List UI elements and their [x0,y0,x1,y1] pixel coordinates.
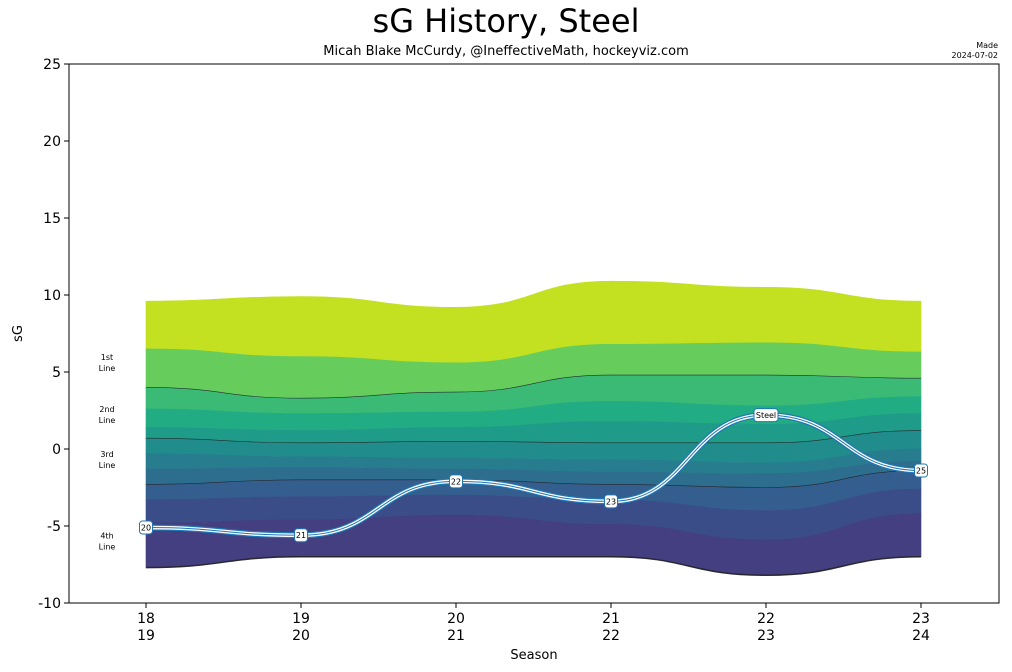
y-tick-label: 10 [43,288,61,304]
x-tick-label-bottom: 19 [137,628,155,644]
point-label: 25 [916,467,926,476]
line-separator-4 [145,556,922,577]
axes-layer: -10-50510152025181919202021212222232324S… [11,57,930,663]
x-tick-label-top: 18 [137,611,155,627]
x-tick-label-top: 19 [292,611,310,627]
made-stamp: Made 2024-07-02 [952,41,999,61]
y-tick-label: 15 [43,211,61,227]
y-tick-label: -10 [38,596,61,612]
line-separator-2 [145,430,922,444]
point-label: Steel [756,411,776,420]
chart-subtitle: Micah Blake McCurdy, @IneffectiveMath, h… [323,44,689,59]
made-date: 2024-07-02 [951,51,999,60]
point-label-box [604,494,618,509]
line-separator-3 [145,470,922,488]
x-tick-label-top: 22 [757,611,775,627]
separator-layer [145,374,922,577]
chart-title: sG History, Steel [372,2,640,40]
point-label: 22 [451,477,461,486]
line-group-label-1: Line [99,364,116,373]
x-tick-label-bottom: 20 [292,628,310,644]
line-group-label-4: 4th [100,531,113,540]
point-label: 20 [141,524,151,533]
y-tick-label: 5 [52,365,61,381]
line-group-label-3: 3rd [100,450,113,459]
point-label-box [449,474,463,489]
y-axis-label: sG [11,325,26,342]
label-layer: 20 21 22 23 Steel 25 1st Line 2nd Line 3rd Line 4th L… [99,353,928,551]
x-tick-label-top: 21 [602,611,620,627]
line-group-label-2: 2nd [99,405,114,414]
x-tick-label-top: 20 [447,611,465,627]
band-layer [145,280,922,576]
y-tick-label: 20 [43,134,61,150]
point-label-box [753,408,779,423]
line-group-label-2: Line [99,416,116,425]
point-label-box [294,528,308,543]
y-tick-label: 0 [52,442,61,458]
point-label-box [914,463,928,478]
line-group-label-4: Line [99,542,116,551]
line-group-label-1: 1st [101,353,113,362]
x-axis-label: Season [510,648,557,663]
x-tick-label-top: 23 [912,611,930,627]
point-label: 23 [606,497,616,506]
point-label-box [139,520,153,535]
y-tick-label: 25 [43,57,61,73]
y-tick-label: -5 [47,519,61,535]
line-group-label-3: Line [99,461,116,470]
made-label: Made [976,41,998,50]
point-label: 21 [296,531,306,540]
x-tick-label-bottom: 21 [447,628,465,644]
x-tick-label-bottom: 23 [757,628,775,644]
x-tick-label-bottom: 24 [912,628,930,644]
x-tick-label-bottom: 22 [602,628,620,644]
line-separator-1 [145,374,922,399]
plot-frame [68,63,1000,604]
